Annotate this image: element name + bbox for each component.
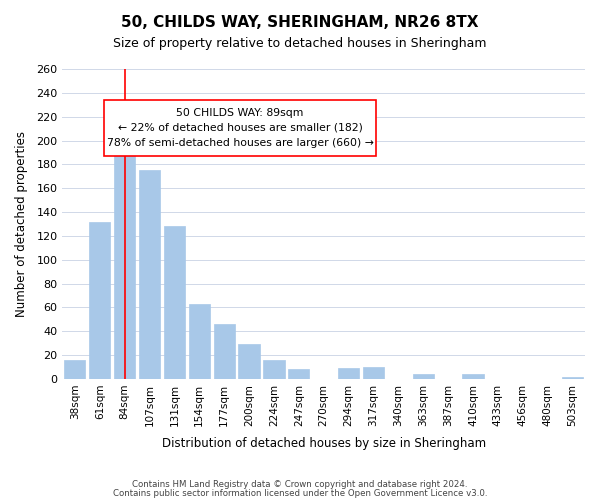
Bar bbox=[189, 304, 210, 379]
Text: Contains public sector information licensed under the Open Government Licence v3: Contains public sector information licen… bbox=[113, 488, 487, 498]
Bar bbox=[288, 370, 310, 379]
Bar bbox=[413, 374, 434, 379]
Bar bbox=[338, 368, 359, 379]
Bar bbox=[164, 226, 185, 379]
Bar bbox=[562, 376, 583, 379]
Bar bbox=[263, 360, 284, 379]
Bar bbox=[463, 374, 484, 379]
Bar bbox=[64, 360, 85, 379]
Text: 50, CHILDS WAY, SHERINGHAM, NR26 8TX: 50, CHILDS WAY, SHERINGHAM, NR26 8TX bbox=[121, 15, 479, 30]
Bar bbox=[238, 344, 260, 379]
Bar bbox=[214, 324, 235, 379]
Bar bbox=[139, 170, 160, 379]
FancyBboxPatch shape bbox=[104, 100, 376, 156]
Bar bbox=[114, 124, 135, 379]
Y-axis label: Number of detached properties: Number of detached properties bbox=[15, 131, 28, 317]
Text: Contains HM Land Registry data © Crown copyright and database right 2024.: Contains HM Land Registry data © Crown c… bbox=[132, 480, 468, 489]
Text: 50 CHILDS WAY: 89sqm
← 22% of detached houses are smaller (182)
78% of semi-deta: 50 CHILDS WAY: 89sqm ← 22% of detached h… bbox=[107, 108, 374, 148]
Bar bbox=[89, 222, 110, 379]
Text: Size of property relative to detached houses in Sheringham: Size of property relative to detached ho… bbox=[113, 38, 487, 51]
X-axis label: Distribution of detached houses by size in Sheringham: Distribution of detached houses by size … bbox=[161, 437, 486, 450]
Bar bbox=[363, 367, 384, 379]
